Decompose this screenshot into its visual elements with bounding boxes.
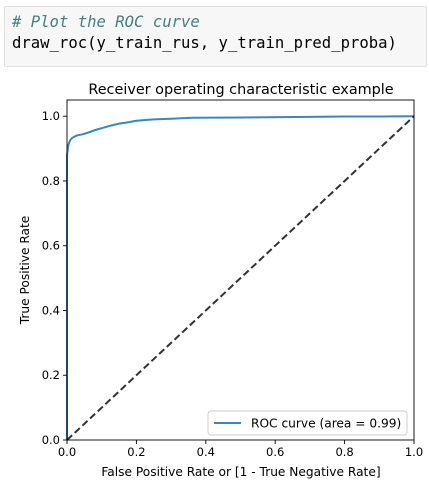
- data-series-layer: [66, 115, 415, 441]
- code-comment: # Plot the ROC curve: [12, 13, 200, 31]
- code-cell[interactable]: # Plot the ROC curve draw_roc(y_train_ru…: [4, 6, 427, 67]
- chance-diagonal-line: [66, 115, 415, 441]
- y-tick-label: 0.4: [42, 303, 60, 317]
- y-axis-label: True Positive Rate: [18, 216, 32, 326]
- y-axis: 0.0 0.2 0.4 0.6 0.8 1.0: [42, 109, 67, 447]
- y-tick-label: 0.2: [42, 368, 60, 382]
- x-tick-label: 0.2: [127, 445, 145, 459]
- chart-title: Receiver operating characteristic exampl…: [88, 82, 393, 98]
- legend-label: ROC curve (area = 0.99): [251, 417, 401, 431]
- legend-box: [207, 410, 408, 436]
- code-call: draw_roc(y_train_rus, y_train_pred_proba…: [12, 34, 397, 52]
- y-tick-label: 0.0: [42, 433, 60, 447]
- x-tick-label: 0.6: [266, 445, 284, 459]
- legend: ROC curve (area = 0.99): [207, 410, 408, 436]
- x-tick-label: 0.8: [335, 445, 353, 459]
- x-tick-label: 0.4: [197, 445, 215, 459]
- y-tick-label: 0.8: [42, 174, 60, 188]
- x-tick-label: 1.0: [405, 445, 423, 459]
- x-axis: 0.0 0.2 0.4 0.6 0.8 1.0: [58, 440, 423, 459]
- y-tick-label: 0.6: [42, 239, 60, 253]
- roc-curve-line: [66, 115, 415, 440]
- x-axis-label: False Positive Rate or [1 - True Negativ…: [101, 465, 380, 479]
- y-tick-label: 1.0: [42, 109, 60, 123]
- x-tick-label: 0.0: [58, 445, 76, 459]
- plot-area: 0.0 0.2 0.4 0.6 0.8 1.0 0.0 0.2 0.4 0.6 0.8 1.0: [42, 99, 423, 459]
- plot-frame: [66, 99, 415, 441]
